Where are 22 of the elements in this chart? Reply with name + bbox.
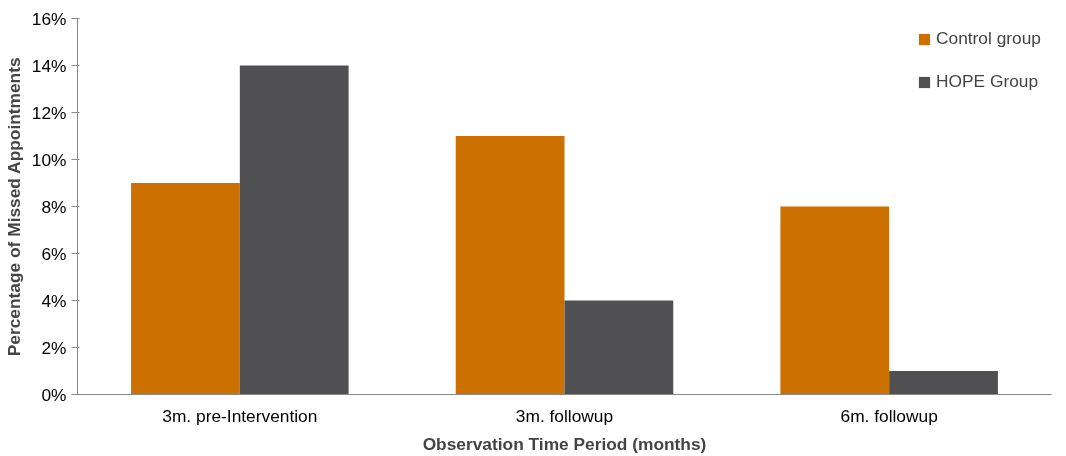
y-tick-label: 10% — [31, 149, 67, 170]
y-tick-label: 16% — [31, 8, 67, 29]
y-axis-title: Percentage of Missed Appointments — [3, 57, 24, 357]
y-tick-label: 2% — [41, 337, 67, 358]
bar — [780, 206, 890, 395]
y-tick-label: 0% — [41, 384, 67, 405]
x-axis-title: Observation Time Period (months) — [422, 433, 707, 454]
y-tick-label: 12% — [31, 102, 67, 123]
bar — [564, 300, 674, 395]
bar — [889, 371, 998, 395]
bar — [455, 136, 565, 395]
y-tick-label: 8% — [41, 196, 67, 217]
legend-label: Control group — [936, 28, 1041, 49]
y-tick-label: 4% — [41, 290, 67, 311]
bar — [239, 65, 349, 395]
bar — [131, 183, 240, 395]
x-tick-label: 6m. followup — [840, 405, 938, 426]
x-tick-label: 3m. followup — [515, 405, 614, 426]
legend-label: HOPE Group — [936, 71, 1039, 92]
x-tick-label: 3m. pre-Intervention — [162, 405, 318, 426]
y-tick-label: 14% — [31, 55, 67, 76]
y-tick-label: 6% — [41, 243, 67, 264]
